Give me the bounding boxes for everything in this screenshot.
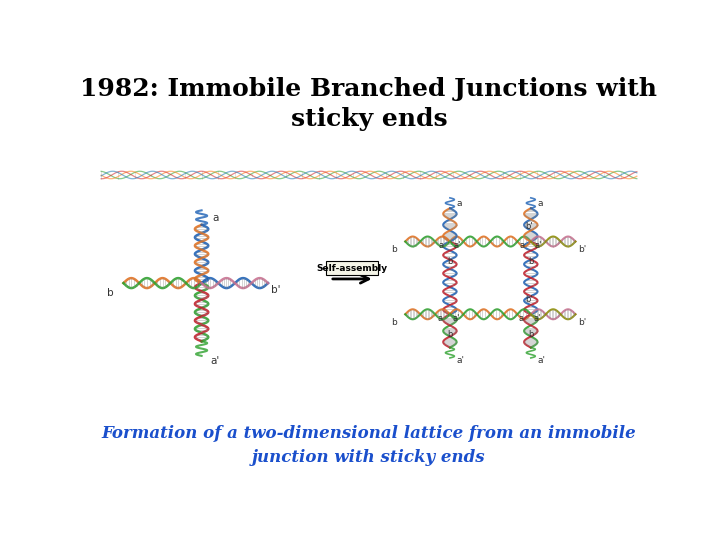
Text: a': a' [535,241,542,250]
Text: b': b' [526,295,533,304]
Text: Formation of a two-dimensional lattice from an immobile
junction with sticky end: Formation of a two-dimensional lattice f… [102,425,636,465]
Text: b': b' [526,222,533,231]
Text: a': a' [534,314,541,322]
Text: a': a' [454,241,462,250]
Text: a: a [438,314,443,322]
Text: a: a [438,241,444,250]
Text: a: a [213,213,219,223]
Text: a: a [538,199,543,208]
Text: b: b [107,288,113,298]
Text: b: b [447,258,452,266]
Text: 1982: Immobile Branched Junctions with
sticky ends: 1982: Immobile Branched Junctions with s… [81,77,657,131]
Text: b: b [392,245,397,254]
Text: a: a [456,199,462,208]
Text: b': b' [578,245,587,254]
Text: Self-assembly: Self-assembly [317,264,388,273]
Text: a': a' [456,356,464,366]
Text: b: b [528,330,534,339]
Text: a': a' [453,314,460,322]
Text: b': b' [578,318,587,327]
Text: a: a [520,241,525,250]
Text: a': a' [538,356,546,366]
Text: a: a [518,314,523,322]
Text: b: b [528,258,534,266]
Text: b: b [392,318,397,327]
Text: b: b [447,330,452,339]
FancyBboxPatch shape [326,261,379,275]
Text: a': a' [210,356,220,366]
Text: b': b' [271,286,280,295]
